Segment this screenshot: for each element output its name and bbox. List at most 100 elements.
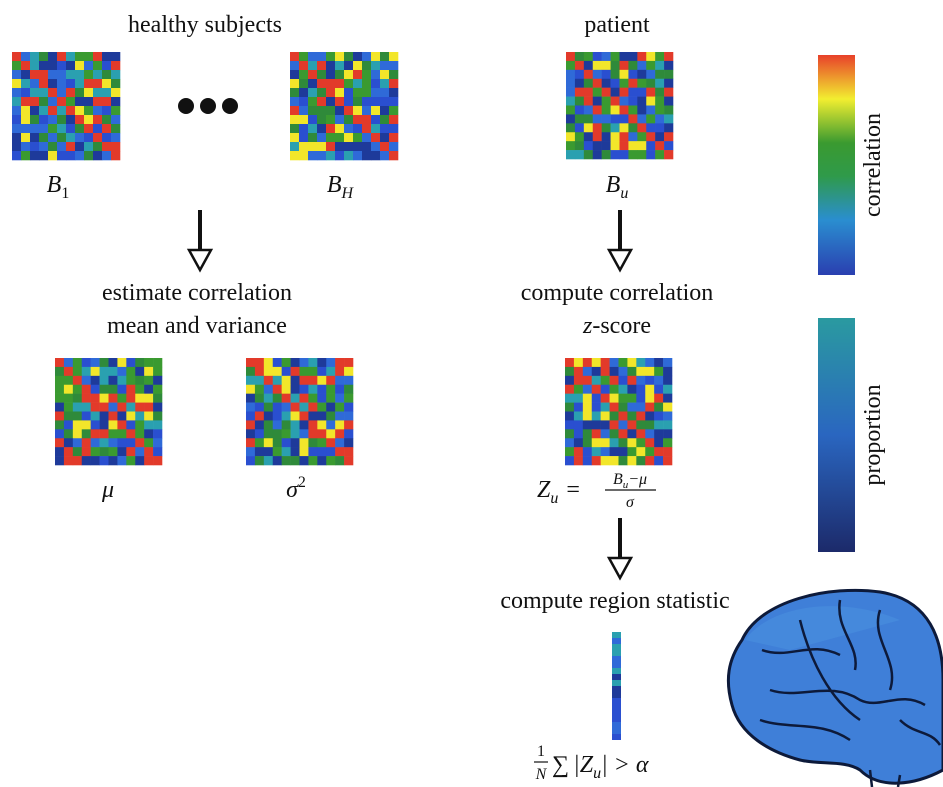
cell <box>335 456 344 465</box>
cell <box>326 429 335 438</box>
cell <box>362 142 371 151</box>
cell <box>21 133 30 142</box>
cell <box>575 114 584 123</box>
cell <box>39 52 48 61</box>
region-cell <box>612 638 621 644</box>
cell <box>664 132 673 141</box>
cell <box>73 420 82 429</box>
cell <box>102 88 111 97</box>
cell <box>593 79 602 88</box>
cell <box>664 52 673 61</box>
cell <box>75 124 84 133</box>
cell <box>575 61 584 70</box>
cell <box>335 367 344 376</box>
cell <box>344 70 353 79</box>
region-cell <box>612 728 621 734</box>
cell <box>290 151 299 160</box>
cell <box>601 385 610 394</box>
cell <box>12 79 21 88</box>
cell <box>255 456 264 465</box>
cell <box>565 394 574 403</box>
cell <box>344 358 353 367</box>
cell <box>353 133 362 142</box>
cell <box>64 429 73 438</box>
cell <box>12 52 21 61</box>
cell <box>610 412 619 421</box>
cell <box>380 61 389 70</box>
cell <box>389 133 398 142</box>
cell <box>655 123 664 132</box>
cell <box>646 52 655 61</box>
cell <box>246 429 255 438</box>
arrow-head <box>609 558 631 578</box>
cell <box>135 385 144 394</box>
cell <box>102 142 111 151</box>
cell <box>637 61 646 70</box>
cell <box>91 376 100 385</box>
text: -score <box>592 313 651 339</box>
cell <box>84 151 93 160</box>
cell <box>73 438 82 447</box>
cell <box>100 456 109 465</box>
cell <box>126 456 135 465</box>
cell <box>335 447 344 456</box>
cell <box>102 70 111 79</box>
cell <box>371 115 380 124</box>
cell <box>290 52 299 61</box>
cell <box>655 114 664 123</box>
cell <box>111 133 120 142</box>
cell <box>102 61 111 70</box>
cell <box>73 456 82 465</box>
cell <box>601 367 610 376</box>
cell <box>93 97 102 106</box>
cell <box>620 88 629 97</box>
cell <box>64 403 73 412</box>
cell <box>628 88 637 97</box>
cell <box>291 394 300 403</box>
cell <box>575 88 584 97</box>
cell <box>66 79 75 88</box>
cell <box>64 358 73 367</box>
cell <box>602 141 611 150</box>
region-cell <box>612 662 621 668</box>
cell <box>82 447 91 456</box>
cell <box>584 150 593 159</box>
cell <box>93 106 102 115</box>
cell <box>102 124 111 133</box>
cell <box>308 447 317 456</box>
subscript: H <box>341 185 355 202</box>
cell <box>21 70 30 79</box>
cell <box>264 367 273 376</box>
cell <box>362 151 371 160</box>
cell <box>300 385 309 394</box>
cell <box>21 124 30 133</box>
cell <box>255 385 264 394</box>
step: estimate correlation <box>102 280 292 306</box>
cell <box>93 70 102 79</box>
cell <box>627 367 636 376</box>
cell <box>583 385 592 394</box>
cell <box>126 412 135 421</box>
cell <box>91 420 100 429</box>
cell <box>389 115 398 124</box>
cell <box>55 456 64 465</box>
cell <box>628 132 637 141</box>
cell <box>55 412 64 421</box>
cell <box>66 61 75 70</box>
cell <box>344 88 353 97</box>
cell <box>300 420 309 429</box>
cell <box>362 61 371 70</box>
cell <box>389 70 398 79</box>
cell <box>601 412 610 421</box>
cell <box>574 412 583 421</box>
cell <box>308 142 317 151</box>
cell <box>66 88 75 97</box>
cell <box>317 429 326 438</box>
cell <box>592 403 601 412</box>
cell <box>601 394 610 403</box>
cell <box>335 358 344 367</box>
cell <box>389 97 398 106</box>
symbol: Z <box>537 477 551 503</box>
cell <box>326 115 335 124</box>
cell <box>611 52 620 61</box>
